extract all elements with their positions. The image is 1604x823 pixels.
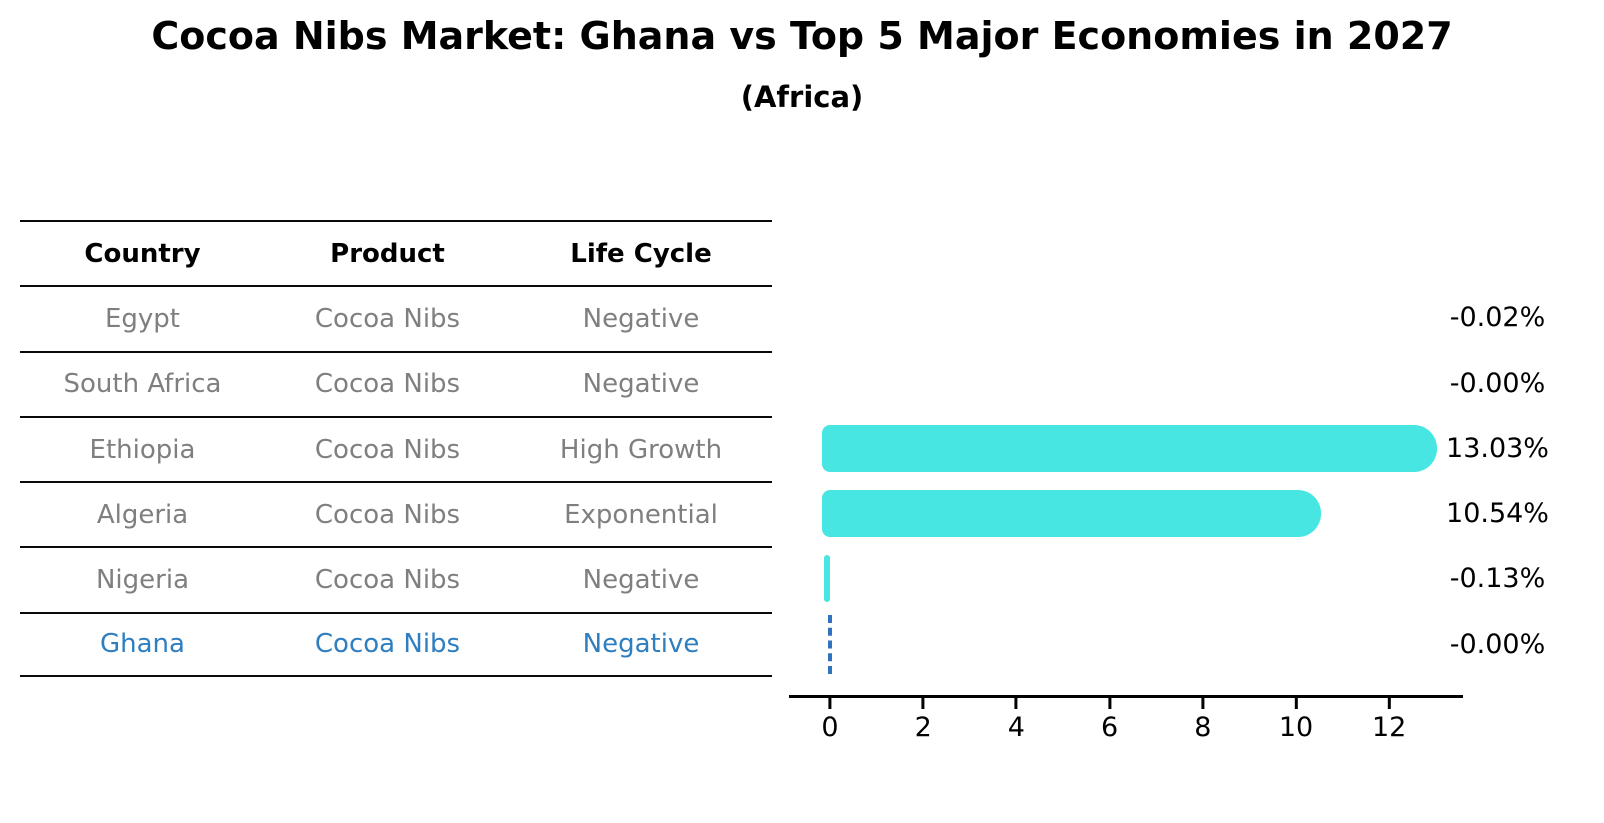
x-tick-label: 8: [1194, 712, 1212, 743]
value-label-south-africa: -0.00%: [1449, 367, 1546, 399]
chart-subtitle: (Africa): [740, 80, 864, 114]
x-tick-label: 2: [914, 712, 932, 743]
x-tick-2: 2: [915, 698, 932, 743]
x-tick-label: 12: [1372, 712, 1407, 743]
product-cell: Cocoa Nibs: [314, 629, 461, 660]
bar-row-ghana: [789, 612, 1463, 677]
table-header-row: Country Product Life Cycle: [20, 220, 772, 285]
value-label-algeria: 10.54%: [1446, 498, 1549, 530]
x-tick-label: 4: [1007, 712, 1025, 743]
product-cell: Cocoa Nibs: [314, 565, 461, 596]
life-cycle-cell: Negative: [582, 369, 700, 400]
product-cell: Cocoa Nibs: [314, 434, 461, 465]
x-tick-mark: [828, 698, 832, 709]
country-table: Country Product Life Cycle Egypt Cocoa N…: [20, 220, 772, 678]
value-label-ghana: -0.00%: [1449, 628, 1546, 660]
x-tick-mark: [1387, 698, 1391, 709]
product-cell: Cocoa Nibs: [314, 303, 461, 334]
x-tick-12: 12: [1372, 698, 1406, 743]
table-row-ethiopia: Ethiopia Cocoa Nibs High Growth: [20, 415, 772, 481]
table-row-ghana: Ghana Cocoa Nibs Negative: [20, 611, 772, 678]
x-tick-mark: [1201, 698, 1205, 709]
life-cycle-cell: High Growth: [559, 434, 723, 465]
x-tick-mark: [1014, 698, 1018, 709]
bar-nigeria: [823, 555, 830, 603]
life-cycle-cell: Negative: [582, 629, 700, 660]
x-tick-mark: [1108, 698, 1112, 709]
x-tick-label: 10: [1278, 712, 1314, 743]
x-tick-6: 6: [1101, 698, 1118, 743]
value-label-egypt: -0.02%: [1449, 302, 1546, 334]
table-row-south-africa: South Africa Cocoa Nibs Negative: [20, 350, 772, 416]
life-cycle-cell: Negative: [582, 565, 700, 596]
value-label-ethiopia: 13.03%: [1446, 432, 1549, 464]
bar-row-south-africa: [789, 351, 1463, 416]
chart-title: Cocoa Nibs Market: Ghana vs Top 5 Major …: [151, 14, 1453, 58]
x-tick-label: 0: [821, 712, 839, 743]
bar-algeria: [822, 490, 1322, 538]
x-axis-line: [789, 695, 1463, 698]
country-cell: Ghana: [100, 629, 185, 660]
bar-chart: 0 2 4 6 8 10 12: [789, 220, 1463, 760]
country-cell: Ethiopia: [89, 434, 196, 465]
bar-row-ethiopia: [789, 416, 1463, 481]
value-label-nigeria: -0.13%: [1449, 563, 1546, 595]
table-row-egypt: Egypt Cocoa Nibs Negative: [20, 285, 772, 350]
bar-row-egypt: [789, 285, 1463, 350]
column-header-life-cycle: Life Cycle: [570, 238, 712, 269]
product-cell: Cocoa Nibs: [314, 499, 461, 530]
bar-row-algeria: [789, 481, 1463, 546]
x-tick-8: 8: [1194, 698, 1211, 743]
x-tick-mark: [921, 698, 925, 709]
value-labels: -0.02% -0.00% 13.03% 10.54% -0.13% -0.00…: [1440, 220, 1555, 677]
bar-ethiopia: [822, 424, 1438, 472]
column-header-product: Product: [330, 238, 445, 269]
bar-area: [789, 285, 1463, 677]
x-tick-0: 0: [821, 698, 839, 743]
ghana-dashed-marker: [828, 614, 832, 675]
life-cycle-cell: Exponential: [564, 499, 718, 530]
column-header-country: Country: [84, 238, 201, 269]
product-cell: Cocoa Nibs: [314, 369, 461, 400]
country-cell: Algeria: [96, 499, 189, 530]
x-tick-10: 10: [1279, 698, 1313, 743]
life-cycle-cell: Negative: [582, 303, 700, 334]
x-tick-label: 6: [1101, 712, 1119, 743]
x-tick-mark: [1294, 698, 1298, 709]
country-cell: South Africa: [63, 369, 222, 400]
table-row-nigeria: Nigeria Cocoa Nibs Negative: [20, 546, 772, 611]
country-cell: Egypt: [104, 303, 181, 334]
bar-row-nigeria: [789, 546, 1463, 611]
table-row-algeria: Algeria Cocoa Nibs Exponential: [20, 481, 772, 546]
value-labels-spacer: [1440, 220, 1555, 285]
country-cell: Nigeria: [95, 565, 190, 596]
x-tick-4: 4: [1008, 698, 1025, 743]
